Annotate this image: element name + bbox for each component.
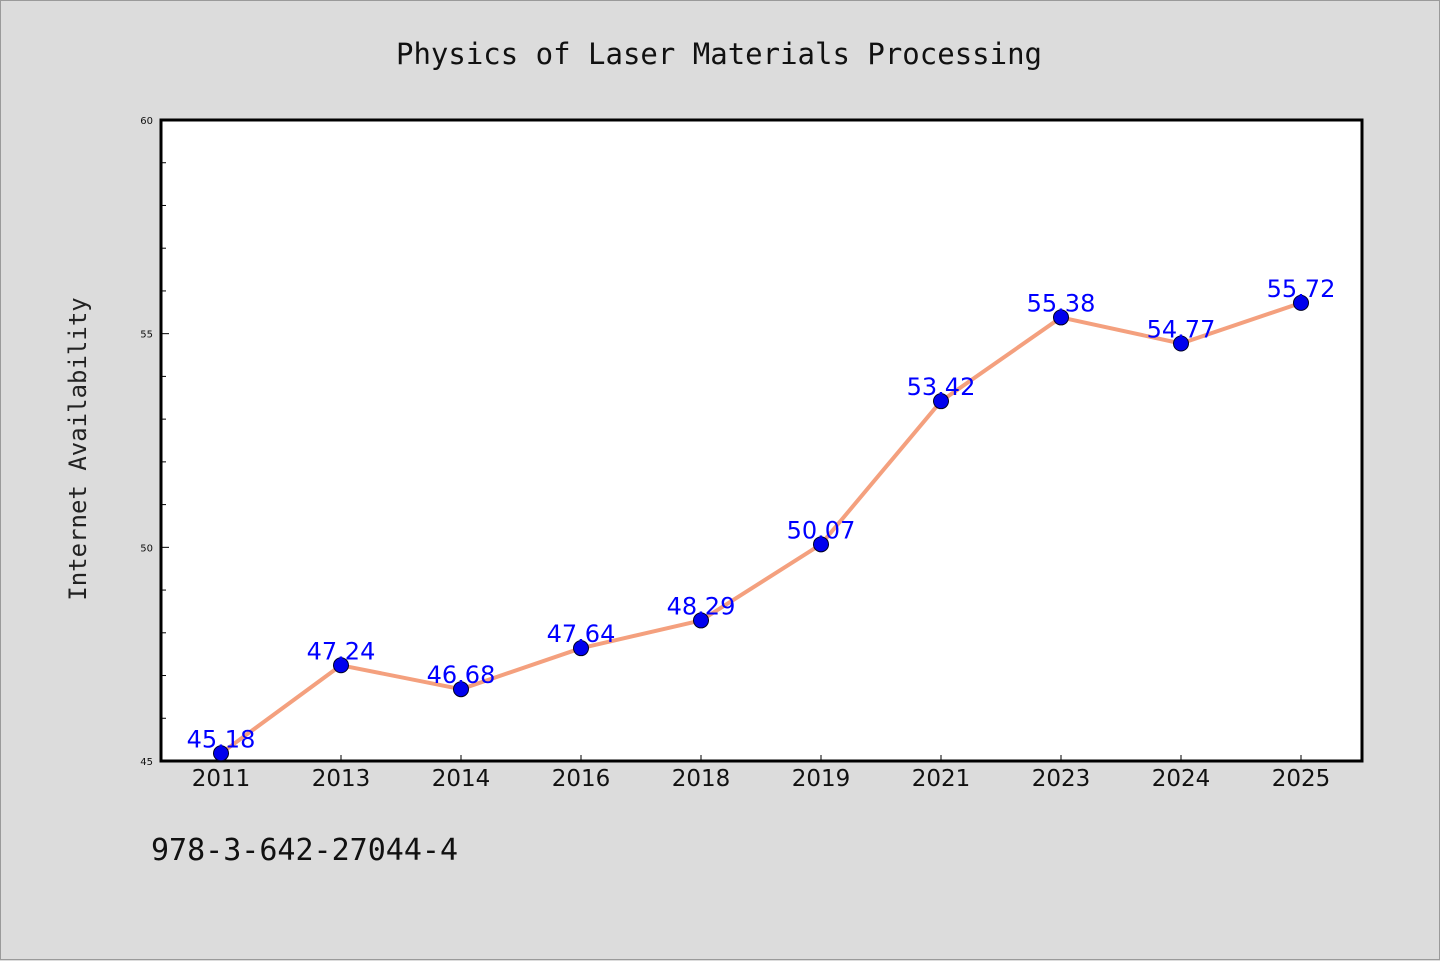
data-point [1293, 294, 1309, 311]
x-tick-label: 2021 [912, 766, 971, 792]
y-tick-label: 55 [140, 330, 153, 341]
data-point [1053, 309, 1069, 326]
data-point [453, 681, 469, 698]
data-label: 47.24 [307, 637, 376, 665]
data-point [213, 745, 229, 762]
axis-ticks: 45 50 55 60 2011 2013 2014 2016 2018 2019 2021 2023… [140, 116, 1330, 792]
data-label: 54.77 [1147, 315, 1216, 343]
x-tick-label: 2011 [192, 766, 251, 792]
x-tick-label: 2018 [672, 766, 731, 792]
plot-area [159, 118, 1364, 763]
y-tick-label: 50 [140, 543, 153, 554]
x-tick-label: 2023 [1032, 766, 1091, 792]
data-label: 47.64 [547, 620, 616, 648]
isbn-code: 978-3-642-27044-4 [151, 833, 459, 868]
data-label: 50.07 [787, 516, 856, 544]
data-label: 55.72 [1267, 275, 1336, 303]
y-axis-label: Internet Availability [64, 297, 92, 600]
data-label: 53.42 [907, 373, 976, 401]
y-tick-label: 60 [140, 116, 153, 127]
data-labels: 45.18 47.24 46.68 47.64 48.29 50.07 53.42 55.38… [187, 275, 1336, 753]
data-point [693, 612, 709, 629]
x-tick-label: 2019 [792, 766, 851, 792]
x-tick-label: 2024 [1152, 766, 1211, 792]
x-tick-label: 2013 [312, 766, 371, 792]
series-line-group [219, 301, 1302, 755]
x-tick-label: 2016 [552, 766, 611, 792]
data-point [933, 393, 949, 410]
x-tick-label: 2025 [1272, 766, 1331, 792]
data-label: 45.18 [187, 725, 256, 753]
series-line [219, 301, 1302, 755]
data-point [1173, 335, 1189, 352]
data-label: 55.38 [1027, 289, 1096, 317]
data-label: 46.68 [427, 661, 496, 689]
data-label: 48.29 [667, 592, 736, 620]
data-points [213, 294, 1309, 762]
x-tick-label: 2014 [432, 766, 491, 792]
data-point [333, 657, 349, 674]
y-tick-label: 45 [140, 757, 153, 768]
data-point [573, 640, 589, 657]
chart-title: Physics of Laser Materials Processing [396, 37, 1042, 71]
data-point [813, 536, 829, 553]
